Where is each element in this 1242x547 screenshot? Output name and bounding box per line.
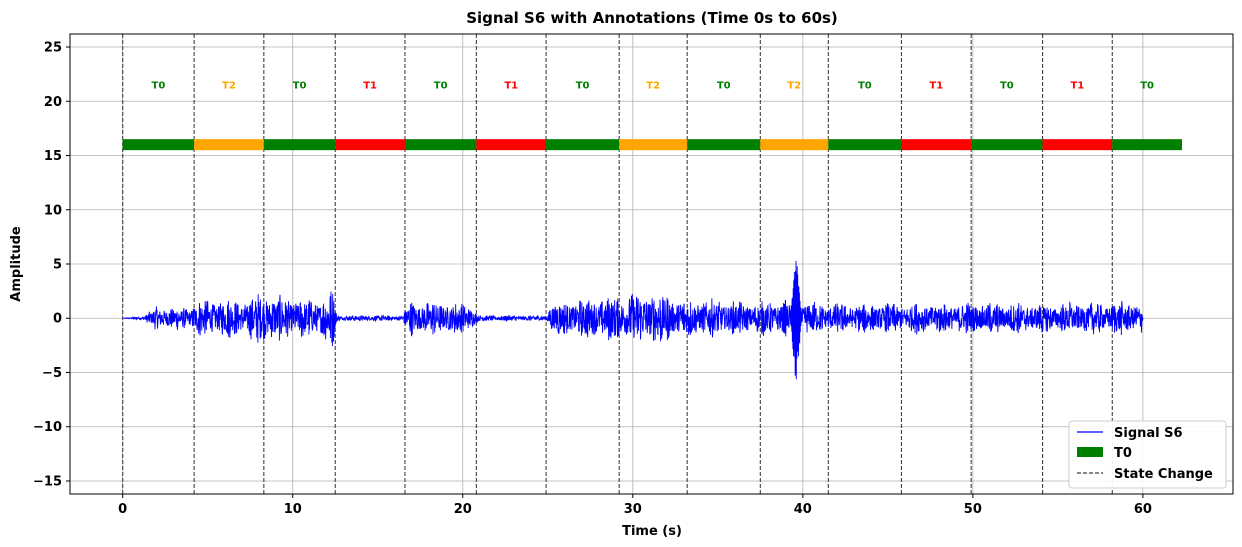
segment-label: T0 bbox=[434, 80, 448, 91]
chart-title: Signal S6 with Annotations (Time 0s to 6… bbox=[466, 9, 838, 27]
segment-labels: T0 T2 T0 T1 T0 T1 T0 T2 T0 T2 T0 T1 T0 T1 T0 bbox=[152, 80, 1155, 91]
segment-bar bbox=[687, 139, 761, 151]
segment-label: T0 bbox=[576, 80, 590, 91]
segment-label: T1 bbox=[929, 80, 943, 91]
x-axis-title: Time (s) bbox=[622, 524, 682, 539]
segment-label: T1 bbox=[363, 80, 377, 91]
segment-label: T1 bbox=[1071, 80, 1085, 91]
signal-line bbox=[122, 260, 1144, 380]
legend: Signal S6 T0 State Change bbox=[1068, 420, 1227, 489]
x-tick-label: 40 bbox=[794, 502, 812, 517]
y-tick-label: −15 bbox=[33, 474, 62, 489]
segment-bar bbox=[546, 139, 620, 151]
segment-label: T2 bbox=[787, 80, 801, 91]
x-tick-label: 10 bbox=[284, 502, 302, 517]
segment-bar bbox=[404, 139, 477, 151]
segment-bar bbox=[760, 139, 829, 151]
y-tick-label: −10 bbox=[33, 420, 62, 435]
segment-bar bbox=[619, 139, 688, 151]
segment-label: T0 bbox=[1140, 80, 1154, 91]
y-tick-label: 10 bbox=[44, 203, 62, 218]
segment-label: T0 bbox=[293, 80, 307, 91]
legend-bar-symbol bbox=[1077, 447, 1103, 457]
x-axis-ticks: 0 10 20 30 40 50 60 bbox=[118, 494, 1152, 517]
segment-bar bbox=[476, 139, 547, 151]
legend-box bbox=[1068, 420, 1227, 489]
segment-label: T0 bbox=[858, 80, 872, 91]
y-axis-ticks: −15 −10 −5 0 5 10 15 20 25 bbox=[33, 41, 70, 489]
segment-bar bbox=[1042, 139, 1113, 151]
legend-label-t0: T0 bbox=[1114, 446, 1132, 461]
y-tick-label: 20 bbox=[44, 95, 62, 110]
legend-label-signal: Signal S6 bbox=[1114, 426, 1183, 441]
y-tick-label: 0 bbox=[53, 312, 62, 327]
legend-label-state-change: State Change bbox=[1114, 467, 1213, 482]
segment-bar bbox=[263, 139, 336, 151]
x-tick-label: 0 bbox=[118, 502, 127, 517]
y-tick-label: 5 bbox=[53, 258, 62, 273]
x-tick-label: 30 bbox=[624, 502, 642, 517]
x-tick-label: 60 bbox=[1134, 502, 1152, 517]
segment-label: T0 bbox=[152, 80, 166, 91]
segment-bar bbox=[828, 139, 902, 151]
segment-bars bbox=[122, 139, 1182, 151]
segment-label: T2 bbox=[222, 80, 236, 91]
segment-label: T1 bbox=[504, 80, 518, 91]
segment-bar bbox=[971, 139, 1043, 151]
signal-series bbox=[122, 260, 1144, 380]
y-axis-title: Amplitude bbox=[9, 226, 24, 302]
segment-label: T0 bbox=[717, 80, 731, 91]
y-tick-label: 25 bbox=[44, 41, 62, 56]
segment-bar bbox=[194, 139, 264, 151]
segment-bar bbox=[335, 139, 405, 151]
segment-label: T0 bbox=[1000, 80, 1014, 91]
state-change-lines bbox=[122, 34, 1113, 494]
segment-bar bbox=[901, 139, 972, 151]
y-tick-label: −5 bbox=[42, 366, 62, 381]
segment-bar bbox=[1112, 139, 1182, 151]
x-tick-label: 20 bbox=[454, 502, 472, 517]
segment-bar bbox=[122, 139, 195, 151]
segment-label: T2 bbox=[646, 80, 660, 91]
x-tick-label: 50 bbox=[964, 502, 982, 517]
y-tick-label: 15 bbox=[44, 149, 62, 164]
